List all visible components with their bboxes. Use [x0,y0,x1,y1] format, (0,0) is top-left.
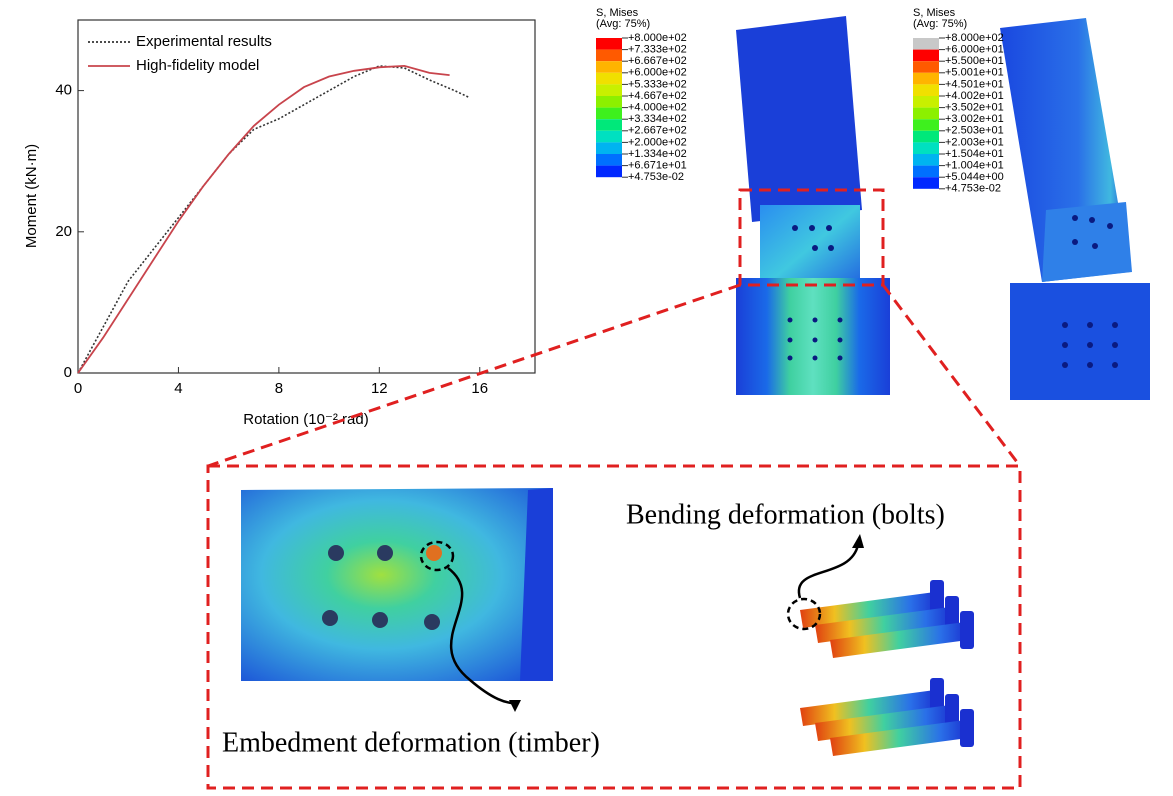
contour-subtitle: (Avg: 75%) [913,18,967,30]
contour-label: +3.002e+01 [945,113,1004,125]
y-tick-label: 20 [55,223,72,240]
contour-swatch [596,38,622,50]
contour-swatch [596,96,622,108]
contour-label: +4.753e-02 [628,171,684,183]
contour-swatch [913,84,939,96]
contour-label: +3.334e+02 [628,113,687,125]
legend-label: Experimental results [136,33,272,50]
contour-swatch [596,61,622,73]
contour-label: +2.503e+01 [945,125,1004,137]
arrow [799,545,858,598]
contour-label: +6.671e+01 [628,160,687,172]
x-tick-label: 12 [371,380,388,397]
contour-label: +2.667e+02 [628,125,687,137]
contour-swatch [596,73,622,85]
annotation: Bending deformation (bolts) [626,499,945,530]
contour-label: +4.667e+02 [628,90,687,102]
contour-swatch [913,50,939,62]
contour-label: +6.000e+02 [628,67,687,79]
contour-label: +7.333e+02 [628,44,687,56]
contour-label: +4.501e+01 [945,78,1004,90]
zoom-line [883,285,1020,466]
contour-swatch [596,108,622,120]
x-tick-label: 16 [471,380,488,397]
bolt-models [800,580,974,756]
contour-swatch [596,50,622,62]
contour-swatch [596,84,622,96]
base-model-2 [1010,283,1150,400]
contour-label: +2.003e+01 [945,136,1004,148]
y-tick-label: 40 [55,82,72,99]
annotation: Embedment deformation (timber) [222,727,600,758]
arrow-head [509,700,521,712]
contour-label: +4.002e+01 [945,90,1004,102]
x-tick-label: 8 [275,380,283,397]
x-axis-label: Rotation (10⁻² rad) [243,411,368,428]
y-axis-label: Moment (kN·m) [23,144,40,248]
contour-label: +4.000e+02 [628,102,687,114]
contour-swatch [596,166,622,178]
contour-label: +5.500e+01 [945,55,1004,67]
contour-label: +8.000e+02 [628,32,687,44]
contour-label: +1.504e+01 [945,148,1004,160]
contour-label: +1.334e+02 [628,148,687,160]
contour-swatch [913,166,939,178]
contour-swatch [596,119,622,131]
contour-label: +2.000e+02 [628,136,687,148]
legend-label: High-fidelity model [136,57,259,74]
series-line [78,66,450,373]
chart: Rotation (10⁻² rad) Moment (kN·m) 0 4 8 12 1… [23,20,535,428]
contour-swatch [913,154,939,166]
zoom-line [208,285,740,466]
joint-model-2 [1042,202,1132,282]
contour-label: +5.333e+02 [628,78,687,90]
contour-swatch [913,119,939,131]
contour-swatch [913,142,939,154]
contour-legend: S, Mises(Avg: 75%)+8.000e+02+7.333e+02+6… [596,7,687,183]
contour-swatch [913,131,939,143]
contour-subtitle: (Avg: 75%) [596,18,650,30]
contour-label: +6.667e+02 [628,55,687,67]
contour-swatch [596,131,622,143]
arrow-head [852,534,864,548]
contour-label: +5.044e+00 [945,171,1004,183]
contour-label: +3.502e+01 [945,102,1004,114]
contour-swatch [913,61,939,73]
contour-label: +1.004e+01 [945,160,1004,172]
contour-label: +5.001e+01 [945,67,1004,79]
contour-swatch [913,177,939,189]
contour-label: +4.753e-02 [945,183,1001,195]
series-line [78,66,470,373]
contour-swatch [596,142,622,154]
contour-swatch [913,73,939,85]
y-tick-label: 0 [64,364,72,381]
base-model-1 [736,278,890,395]
figure: Rotation (10⁻² rad) Moment (kN·m) 0 4 8 12 1… [0,0,1173,791]
contour-swatch [913,108,939,120]
x-tick-label: 4 [174,380,182,397]
contour-label: +6.000e+01 [945,44,1004,56]
contour-swatch [596,154,622,166]
contour-swatch [913,96,939,108]
joint-model-1 [760,205,860,290]
contour-swatch [913,38,939,50]
contour-label: +8.000e+02 [945,32,1004,44]
contour-legend: S, Mises(Avg: 75%)+8.000e+02+6.000e+01+5… [913,7,1004,195]
x-tick-label: 0 [74,380,82,397]
timber-zoom [241,488,553,681]
